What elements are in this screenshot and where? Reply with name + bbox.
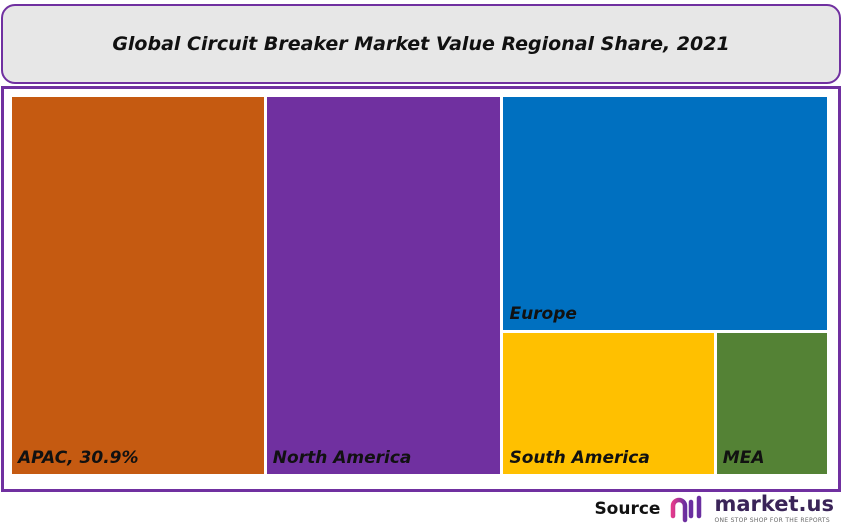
tile-label: MEA [722, 447, 765, 468]
source-footer: Source market.us ONE STOP SHOP FOR THE R… [594, 492, 834, 525]
brand: market.us ONE STOP SHOP FOR THE REPORTS [714, 491, 834, 525]
tile-north-america: North America [266, 97, 501, 474]
brand-tagline: ONE STOP SHOP FOR THE REPORTS [714, 516, 830, 524]
tile-label: Europe [509, 304, 577, 325]
tile-mea: MEA [716, 333, 827, 474]
tile-label: North America [272, 448, 412, 468]
tile-apac: APAC, 30.9% [12, 97, 264, 474]
tile-europe: Europe [503, 97, 827, 331]
chart-title: Global Circuit Breaker Market Value Regi… [112, 33, 730, 55]
chart-title-box: Global Circuit Breaker Market Value Regi… [1, 4, 841, 84]
brand-name: market.us [714, 491, 834, 516]
tile-label: South America [509, 447, 650, 468]
source-label: Source [594, 498, 661, 519]
tile-label: APAC, 30.9% [18, 448, 139, 468]
market-us-logo-icon [671, 495, 702, 522]
treemap: APAC, 30.9% North America Europe South Amer… [12, 97, 830, 477]
tile-south-america: South America [503, 333, 714, 474]
